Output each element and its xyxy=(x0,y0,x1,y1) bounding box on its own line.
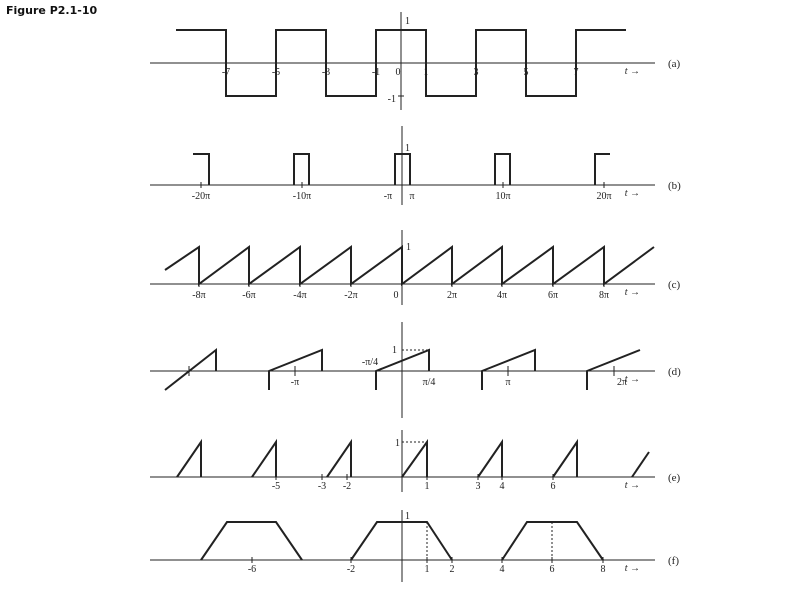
signal-e-pulse-2 xyxy=(251,438,277,478)
panel-label-f: (f) xyxy=(668,555,679,567)
x-tick-label-f-5: 6 xyxy=(550,564,555,575)
x-tick-label-b-2: -π xyxy=(384,191,392,202)
x-tick-label-d-2: π/4 xyxy=(423,377,436,388)
x-tick-label-c-7: 6π xyxy=(548,290,558,301)
time-axis-label-e: t → xyxy=(625,480,640,491)
y-tick-label-c-0: 1 xyxy=(406,242,411,253)
y-tick-label-f-0: 1 xyxy=(405,511,410,522)
x-tick-label-f-4: 4 xyxy=(500,564,505,575)
x-tick-label-d-0: -π/4 xyxy=(362,357,378,368)
y-tick-label-b-0: 1 xyxy=(405,143,410,154)
x-tick-label-f-0: -6 xyxy=(248,564,256,575)
x-tick-label-e-2: -2 xyxy=(343,481,351,492)
signal-c-sawtooth xyxy=(164,245,655,286)
time-axis-label-a: t → xyxy=(625,66,640,77)
x-tick-label-a-5: 1 xyxy=(424,67,429,78)
x-tick-label-a-6: 3 xyxy=(474,67,479,78)
x-tick-label-e-0: -5 xyxy=(272,481,280,492)
signal-e-pulse-6 xyxy=(552,438,578,478)
x-tick-label-a-7: 5 xyxy=(524,67,529,78)
x-tick-label-a-8: 7 xyxy=(574,67,579,78)
x-tick-label-f-1: -2 xyxy=(347,564,355,575)
signal-b-pulse-2 xyxy=(293,153,310,185)
signal-e-pulse-4 xyxy=(401,438,428,478)
panel-label-d: (d) xyxy=(668,366,681,378)
signal-f-pulse-1 xyxy=(200,521,303,561)
signal-d-segment-1 xyxy=(164,347,217,391)
signal-e-pulse-7 xyxy=(631,451,650,478)
x-tick-label-b-4: 10π xyxy=(495,191,510,202)
x-tick-label-e-3: 1 xyxy=(425,481,430,492)
x-tick-label-d-4: 2π xyxy=(617,377,627,388)
x-tick-label-c-6: 4π xyxy=(497,290,507,301)
panel-label-e: (e) xyxy=(668,472,681,484)
x-tick-label-c-5: 2π xyxy=(447,290,457,301)
figure-title: Figure P2.1-10 xyxy=(6,4,98,17)
signal-e-pulse-5 xyxy=(477,438,503,478)
signal-f-pulse-2 xyxy=(350,521,453,561)
x-tick-label-d-1: -π xyxy=(291,377,299,388)
y-tick-label-a-0: 1 xyxy=(405,16,410,27)
time-axis-label-d: t → xyxy=(625,374,640,385)
x-tick-label-f-2: 1 xyxy=(425,564,430,575)
x-tick-label-c-4: 0 xyxy=(394,290,399,301)
x-tick-label-a-2: -3 xyxy=(322,67,330,78)
panel-label-a: (a) xyxy=(668,58,681,70)
x-tick-label-e-4: 3 xyxy=(476,481,481,492)
x-tick-label-a-1: -5 xyxy=(272,67,280,78)
x-tick-label-b-3: π xyxy=(409,191,414,202)
y-tick-label-d-0: 1 xyxy=(392,345,397,356)
signal-b-pulse-4 xyxy=(494,153,511,185)
signal-d-segment-5 xyxy=(586,349,641,390)
signal-d-segment-3 xyxy=(375,348,430,390)
x-tick-label-a-4: 0 xyxy=(396,67,401,78)
x-tick-label-b-5: 20π xyxy=(596,191,611,202)
signal-e-pulse-1 xyxy=(176,438,202,478)
x-tick-label-f-6: 8 xyxy=(601,564,606,575)
x-tick-label-c-1: -6π xyxy=(242,290,255,301)
x-tick-label-c-2: -4π xyxy=(293,290,306,301)
signal-b-pulse-1 xyxy=(193,153,210,185)
signal-a-square-wave xyxy=(176,29,626,97)
signal-d-segment-4 xyxy=(481,348,536,390)
time-axis-label-b: t → xyxy=(625,188,640,199)
x-tick-label-e-5: 4 xyxy=(500,481,505,492)
x-tick-label-b-0: -20π xyxy=(192,191,210,202)
signal-e-pulse-3 xyxy=(326,438,352,478)
signal-d-segment-2 xyxy=(268,348,323,390)
signal-b-pulse-3 xyxy=(394,153,411,185)
x-tick-label-e-1: -3 xyxy=(318,481,326,492)
time-axis-label-c: t → xyxy=(625,287,640,298)
x-tick-label-e-6: 6 xyxy=(551,481,556,492)
x-tick-label-d-3: π xyxy=(505,377,510,388)
y-tick-label-e-0: 1 xyxy=(395,438,400,449)
x-tick-label-b-1: -10π xyxy=(293,191,311,202)
x-tick-label-c-0: -8π xyxy=(192,290,205,301)
x-tick-label-c-3: -2π xyxy=(344,290,357,301)
panel-label-b: (b) xyxy=(668,180,681,192)
time-axis-label-f: t → xyxy=(625,563,640,574)
x-tick-label-f-3: 2 xyxy=(450,564,455,575)
x-tick-label-a-3: -1 xyxy=(372,67,380,78)
x-tick-label-c-8: 8π xyxy=(599,290,609,301)
panel-label-c: (c) xyxy=(668,279,681,291)
x-tick-label-a-0: -7 xyxy=(222,67,230,78)
signal-b-pulse-5 xyxy=(594,153,610,185)
y-tick-label-a-1: -1 xyxy=(388,94,396,105)
